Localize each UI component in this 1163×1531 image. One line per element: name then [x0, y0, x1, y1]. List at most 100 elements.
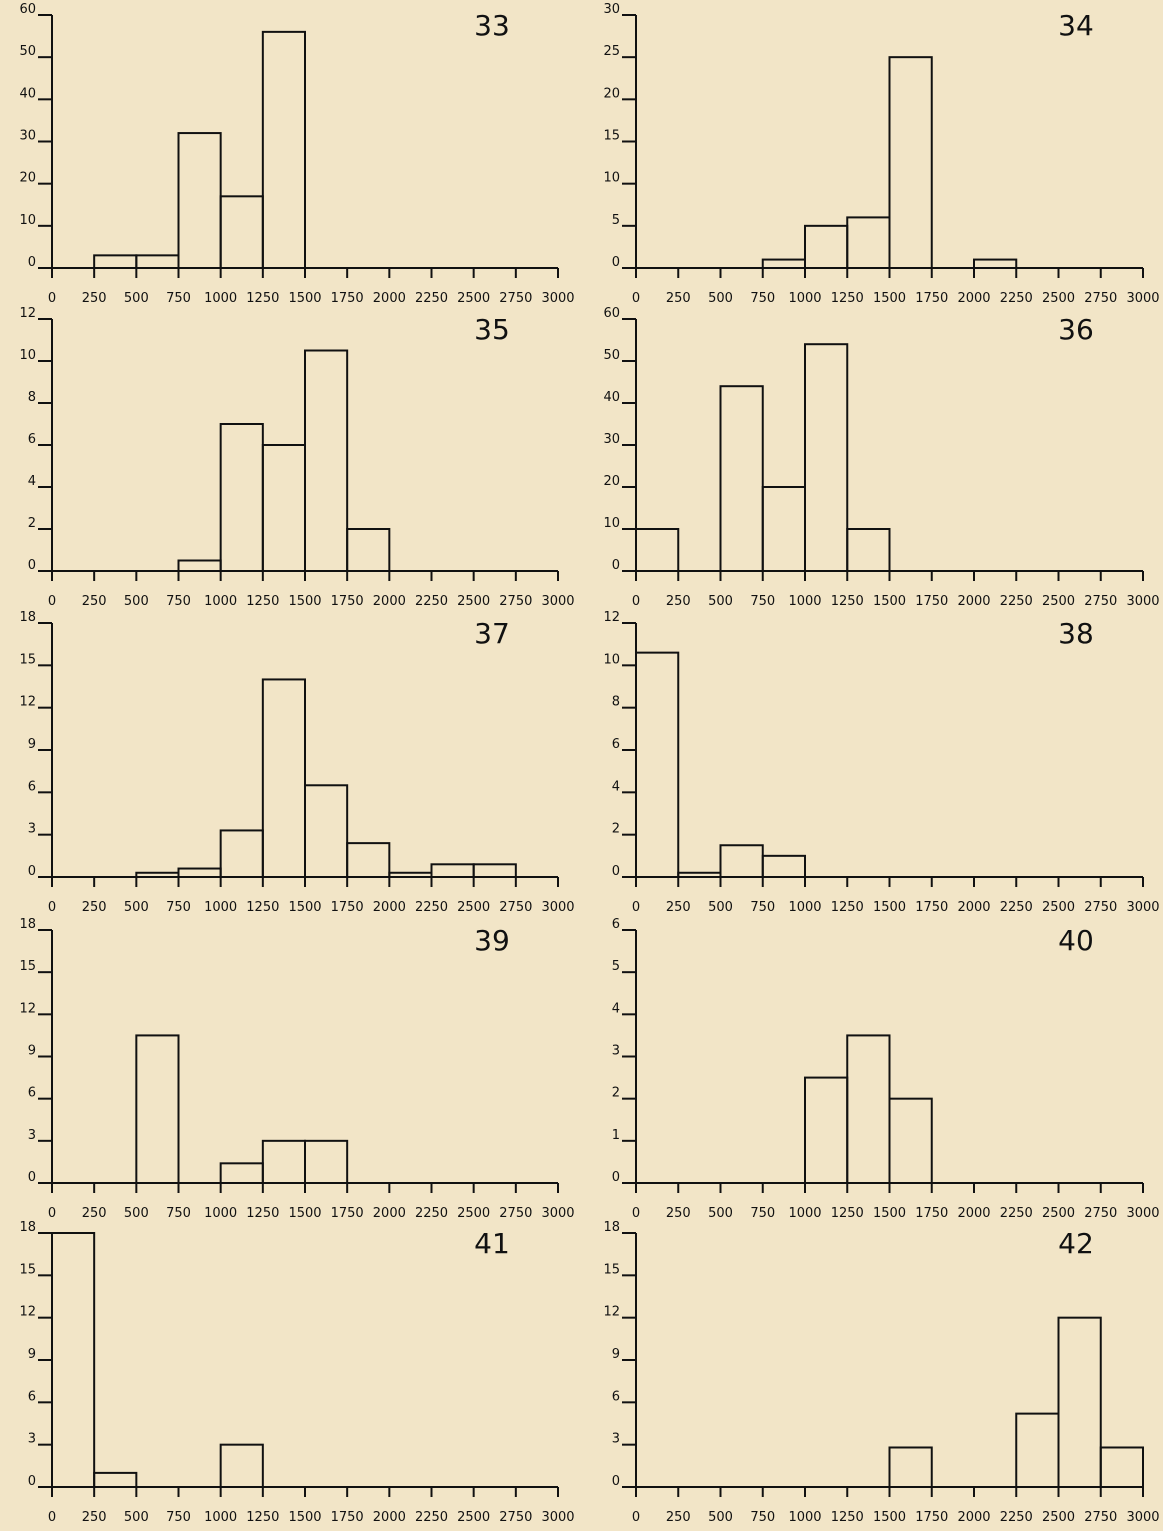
x-tick-label: 1250 [831, 291, 864, 306]
x-tick-label: 2000 [957, 291, 990, 306]
y-tick-label: 6 [612, 737, 620, 752]
x-tick-label: 1500 [873, 900, 906, 915]
x-tick-label: 2750 [1084, 1206, 1117, 1221]
histogram-bar [888, 1446, 933, 1489]
y-tick-label: 12 [19, 695, 36, 710]
histogram-bar [846, 1034, 891, 1184]
x-tick-label: 1500 [873, 1206, 906, 1221]
histogram-panel-41: 0 3 6 9 12 15 18 0 250 500 750 1000 1250 1500 1750 2000… [19, 1220, 574, 1525]
x-tick-label: 500 [708, 291, 733, 306]
x-tick-label: 0 [632, 594, 640, 609]
x-tick-label: 750 [166, 594, 191, 609]
x-tick-label: 0 [48, 900, 56, 915]
histogram-bar [304, 349, 349, 572]
histogram-bar [761, 854, 806, 878]
x-tick-label: 2500 [1042, 1206, 1075, 1221]
x-tick-label: 2750 [499, 594, 532, 609]
histogram-bar [761, 486, 806, 572]
panel-number: 38 [1058, 617, 1094, 650]
panel-number: 34 [1058, 9, 1094, 42]
y-tick-label: 9 [28, 1347, 36, 1362]
x-tick-label: 3000 [541, 1206, 574, 1221]
panel-number: 39 [474, 924, 510, 957]
y-tick-label: 2 [612, 1086, 620, 1101]
x-tick-label: 250 [666, 291, 691, 306]
y-tick-label: 60 [19, 2, 36, 17]
y-tick-label: 60 [603, 306, 620, 321]
x-tick-label: 2250 [1000, 594, 1033, 609]
x-tick-label: 2250 [415, 1206, 448, 1221]
x-tick-label: 0 [632, 900, 640, 915]
y-tick-label: 50 [19, 44, 36, 59]
x-tick-label: 0 [48, 1206, 56, 1221]
x-tick-label: 1750 [915, 291, 948, 306]
x-tick-label: 2500 [1042, 900, 1075, 915]
histogram-bar [804, 1076, 849, 1185]
x-tick-label: 2250 [415, 1510, 448, 1525]
x-tick-label: 750 [750, 291, 775, 306]
y-tick-label: 15 [19, 959, 36, 974]
y-tick-label: 0 [612, 864, 620, 879]
histogram-bar [430, 863, 475, 878]
x-tick-label: 3000 [1126, 594, 1159, 609]
x-tick-label: 1250 [246, 594, 279, 609]
histogram-bar [761, 258, 806, 270]
x-tick-label: 0 [48, 291, 56, 306]
histogram-bar [346, 842, 391, 879]
panel-number: 33 [474, 9, 510, 42]
x-tick-label: 1500 [873, 1510, 906, 1525]
x-tick-label: 3000 [1126, 1510, 1159, 1525]
x-tick-label: 250 [82, 1510, 107, 1525]
x-tick-label: 1000 [204, 900, 237, 915]
x-tick-label: 0 [632, 1206, 640, 1221]
histogram-bar [177, 132, 222, 269]
x-tick-label: 2750 [1084, 900, 1117, 915]
x-tick-label: 0 [632, 291, 640, 306]
x-tick-label: 1500 [873, 594, 906, 609]
y-tick-label: 4 [28, 474, 36, 489]
y-tick-label: 6 [612, 1389, 620, 1404]
x-tick-label: 2250 [415, 291, 448, 306]
x-tick-label: 750 [750, 594, 775, 609]
y-tick-label: 30 [19, 129, 36, 144]
y-tick-label: 6 [28, 1389, 36, 1404]
x-tick-label: 1000 [788, 900, 821, 915]
x-tick-label: 250 [666, 1206, 691, 1221]
histogram-bar [804, 224, 849, 269]
y-tick-label: 6 [28, 1086, 36, 1101]
x-tick-label: 2750 [499, 900, 532, 915]
histogram-bar [1057, 1316, 1102, 1488]
histogram-panel-33: 0 10 20 30 40 50 60 0 250 500 750 1000 1250 1500 1750 2… [19, 2, 574, 306]
histogram-bar [261, 678, 307, 879]
x-tick-label: 250 [666, 900, 691, 915]
x-tick-label: 500 [708, 594, 733, 609]
x-tick-label: 1250 [246, 1510, 279, 1525]
histogram-bar [219, 829, 264, 879]
x-tick-label: 2250 [1000, 291, 1033, 306]
x-tick-label: 500 [124, 1206, 149, 1221]
y-tick-label: 30 [603, 432, 620, 447]
y-tick-label: 10 [603, 652, 620, 667]
panel-number: 36 [1058, 313, 1094, 346]
x-tick-label: 2000 [957, 900, 990, 915]
histogram-panel-37: 0 3 6 9 12 15 18 0 250 500 750 1000 1250 1500 1750 2000… [19, 610, 574, 915]
y-tick-label: 10 [19, 348, 36, 363]
histogram-bar [304, 1139, 349, 1185]
x-tick-label: 1750 [331, 291, 364, 306]
x-tick-label: 0 [48, 1510, 56, 1525]
histogram-bar [219, 1162, 264, 1185]
y-tick-label: 20 [603, 474, 620, 489]
x-tick-label: 3000 [1126, 900, 1159, 915]
y-tick-label: 2 [28, 516, 36, 531]
x-tick-label: 1250 [831, 1206, 864, 1221]
x-tick-label: 2750 [499, 291, 532, 306]
x-tick-label: 1500 [288, 291, 321, 306]
y-tick-label: 40 [19, 86, 36, 101]
x-tick-label: 2000 [957, 1206, 990, 1221]
y-tick-label: 3 [28, 1128, 36, 1143]
x-tick-label: 3000 [541, 900, 574, 915]
histogram-panel-39: 0 3 6 9 12 15 18 0 250 500 750 1000 1250 1500 1750 2000… [19, 917, 574, 1221]
x-tick-label: 1000 [788, 1206, 821, 1221]
x-tick-label: 250 [666, 594, 691, 609]
histogram-panel-36: 0 10 20 30 40 50 60 0 250 500 750 1000 1250 1500 1750 2… [603, 306, 1159, 609]
